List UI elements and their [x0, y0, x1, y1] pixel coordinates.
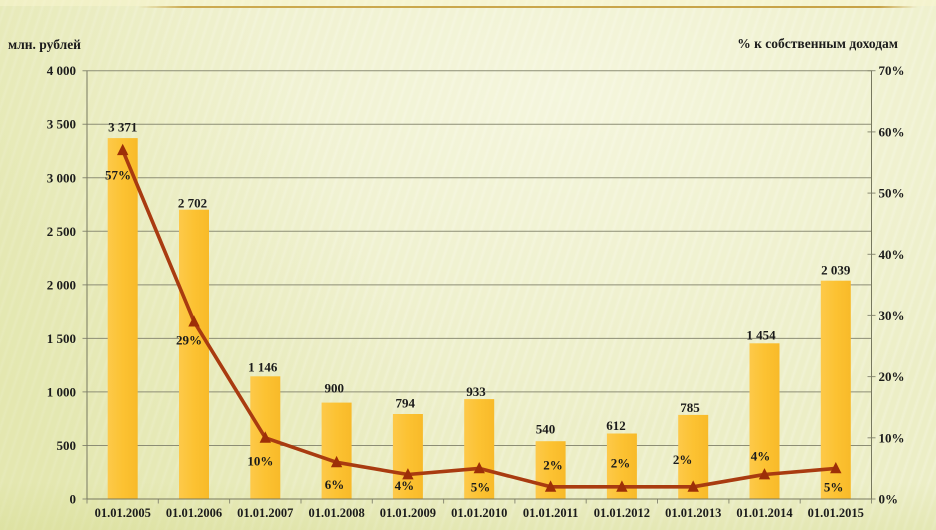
svg-text:29%: 29%: [176, 333, 202, 348]
svg-text:2%: 2%: [543, 457, 563, 472]
svg-text:10%: 10%: [879, 430, 905, 445]
svg-text:3 500: 3 500: [47, 117, 76, 132]
svg-text:01.01.2011: 01.01.2011: [523, 506, 579, 520]
svg-text:1 454: 1 454: [746, 328, 776, 343]
svg-text:5%: 5%: [824, 480, 844, 495]
svg-text:01.01.2008: 01.01.2008: [308, 506, 364, 520]
svg-text:01.01.2013: 01.01.2013: [665, 506, 721, 520]
svg-text:1 146: 1 146: [248, 360, 278, 375]
svg-text:3 371: 3 371: [108, 120, 137, 135]
svg-text:6%: 6%: [325, 477, 345, 492]
svg-text:933: 933: [466, 384, 486, 399]
svg-text:40%: 40%: [879, 247, 905, 262]
svg-text:57%: 57%: [105, 168, 131, 183]
svg-text:01.01.2015: 01.01.2015: [808, 506, 864, 520]
svg-text:0: 0: [70, 492, 77, 507]
svg-text:2 000: 2 000: [47, 277, 76, 292]
svg-text:540: 540: [536, 422, 556, 437]
svg-text:3 000: 3 000: [47, 170, 76, 185]
svg-text:01.01.2009: 01.01.2009: [380, 506, 436, 520]
svg-text:4%: 4%: [751, 449, 771, 464]
svg-text:01.01.2007: 01.01.2007: [237, 506, 293, 520]
svg-text:0%: 0%: [879, 492, 899, 507]
svg-text:50%: 50%: [879, 186, 905, 201]
svg-text:1 000: 1 000: [47, 384, 76, 399]
svg-text:5%: 5%: [471, 480, 491, 495]
svg-text:70%: 70%: [879, 63, 905, 78]
svg-text:% к собственным доходам: % к собственным доходам: [737, 36, 898, 51]
svg-text:01.01.2006: 01.01.2006: [166, 506, 222, 520]
svg-text:2 039: 2 039: [821, 263, 851, 278]
svg-text:2 702: 2 702: [178, 196, 207, 211]
svg-text:01.01.2010: 01.01.2010: [451, 506, 507, 520]
svg-text:794: 794: [396, 396, 416, 411]
svg-text:30%: 30%: [879, 308, 905, 323]
svg-text:2%: 2%: [673, 452, 693, 467]
svg-text:900: 900: [325, 381, 345, 396]
svg-text:20%: 20%: [879, 369, 905, 384]
svg-text:785: 785: [680, 400, 700, 415]
svg-text:2%: 2%: [611, 455, 631, 470]
svg-text:млн. рублей: млн. рублей: [8, 37, 81, 52]
svg-text:01.01.2014: 01.01.2014: [736, 506, 793, 520]
svg-text:60%: 60%: [879, 124, 905, 139]
svg-text:01.01.2005: 01.01.2005: [95, 506, 151, 520]
svg-text:500: 500: [57, 438, 77, 453]
svg-text:4 000: 4 000: [47, 63, 76, 78]
svg-text:612: 612: [606, 418, 626, 433]
svg-text:4%: 4%: [395, 478, 415, 493]
svg-text:1 500: 1 500: [47, 331, 76, 346]
svg-text:2 500: 2 500: [47, 224, 76, 239]
svg-text:10%: 10%: [247, 454, 273, 469]
svg-text:01.01.2012: 01.01.2012: [594, 506, 650, 520]
